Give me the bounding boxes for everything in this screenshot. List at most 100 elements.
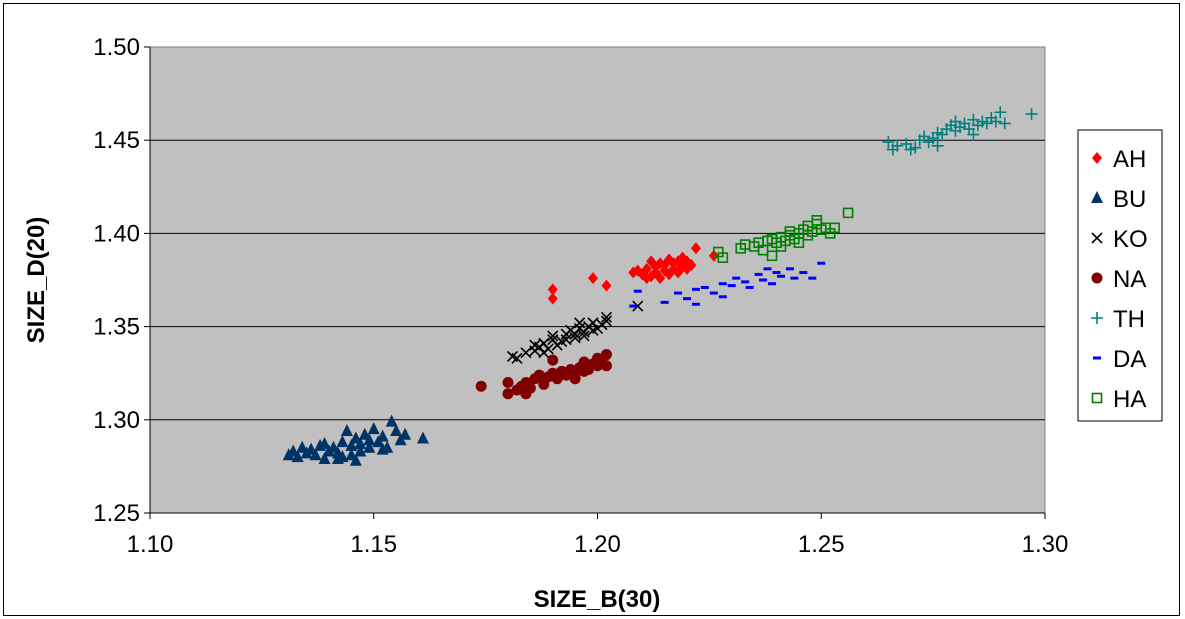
data-point bbox=[882, 136, 895, 149]
data-point bbox=[776, 274, 785, 278]
y-tick-label: 1.50 bbox=[93, 34, 140, 61]
data-point bbox=[632, 300, 644, 312]
legend-marker bbox=[1091, 232, 1103, 244]
data-point bbox=[700, 285, 709, 289]
data-point bbox=[416, 431, 429, 444]
series-da bbox=[629, 261, 826, 308]
data-point bbox=[547, 292, 558, 305]
data-point bbox=[291, 450, 304, 463]
x-tick-label: 1.25 bbox=[798, 531, 845, 558]
data-point bbox=[633, 289, 642, 293]
legend-item-th: TH bbox=[1091, 306, 1145, 333]
data-point bbox=[399, 427, 412, 440]
data-point bbox=[691, 302, 700, 306]
data-point bbox=[732, 276, 741, 280]
data-point bbox=[641, 272, 652, 285]
data-point bbox=[502, 388, 514, 400]
data-point bbox=[931, 139, 944, 152]
data-point bbox=[345, 438, 358, 451]
data-point bbox=[529, 339, 541, 351]
data-point bbox=[655, 272, 666, 285]
data-point bbox=[998, 117, 1011, 130]
data-point bbox=[994, 106, 1007, 119]
data-point bbox=[817, 261, 826, 265]
data-point bbox=[318, 437, 331, 450]
data-point bbox=[354, 444, 367, 457]
data-point bbox=[376, 442, 389, 455]
data-point bbox=[660, 300, 669, 304]
data-point bbox=[683, 297, 691, 301]
series-th bbox=[882, 106, 1038, 156]
x-axis-title: SIZE_B(30) bbox=[534, 586, 661, 613]
legend-item-bu: BU bbox=[1091, 186, 1146, 213]
data-point bbox=[691, 287, 700, 291]
data-point bbox=[772, 271, 781, 275]
series-bu bbox=[282, 414, 429, 466]
y-tick-label: 1.35 bbox=[93, 314, 140, 341]
data-point bbox=[793, 237, 805, 249]
data-point bbox=[502, 377, 514, 389]
data-point bbox=[309, 448, 322, 461]
data-point bbox=[520, 347, 532, 359]
data-point bbox=[569, 373, 581, 385]
series-na bbox=[475, 349, 612, 400]
data-point bbox=[718, 295, 727, 299]
data-point bbox=[768, 282, 777, 286]
legend-label: DA bbox=[1113, 346, 1146, 373]
data-point bbox=[336, 435, 349, 448]
data-point bbox=[354, 437, 367, 450]
y-tick-label: 1.30 bbox=[93, 407, 140, 434]
data-point bbox=[363, 433, 376, 446]
data-point bbox=[547, 330, 559, 342]
data-point bbox=[629, 304, 638, 308]
data-point bbox=[646, 255, 657, 268]
data-point bbox=[520, 388, 532, 400]
data-point bbox=[318, 451, 331, 464]
data-point bbox=[829, 222, 840, 234]
y-tick-label: 1.45 bbox=[93, 127, 140, 154]
data-point bbox=[967, 128, 980, 141]
y-tick-label: 1.25 bbox=[93, 500, 140, 527]
data-point bbox=[547, 354, 559, 366]
data-point bbox=[785, 267, 794, 271]
legend-item-ah: AH bbox=[1092, 146, 1146, 173]
data-points bbox=[282, 106, 1038, 466]
data-point bbox=[367, 422, 380, 435]
data-point bbox=[909, 141, 922, 154]
legend-marker bbox=[1092, 152, 1102, 164]
data-point bbox=[331, 451, 344, 464]
data-point bbox=[674, 291, 683, 295]
data-point bbox=[569, 332, 581, 344]
x-tick-label: 1.10 bbox=[127, 531, 174, 558]
data-point bbox=[390, 423, 403, 436]
legend-marker bbox=[1091, 191, 1103, 203]
legend-marker bbox=[1091, 272, 1103, 284]
data-point bbox=[1025, 108, 1038, 121]
x-tick-label: 1.30 bbox=[1022, 531, 1069, 558]
legend-marker bbox=[1091, 392, 1103, 404]
data-point bbox=[511, 352, 523, 364]
data-point bbox=[754, 272, 763, 276]
x-axis-ticks: 1.10 1.15 1.20 1.25 1.30 bbox=[127, 513, 1069, 558]
data-point bbox=[745, 285, 754, 289]
data-point bbox=[989, 115, 1002, 128]
data-point bbox=[763, 267, 772, 271]
data-point bbox=[799, 271, 808, 275]
plot-area bbox=[149, 46, 1046, 514]
x-tick-label: 1.15 bbox=[350, 531, 397, 558]
legend-label: AH bbox=[1113, 146, 1146, 173]
data-point bbox=[600, 315, 613, 327]
data-point bbox=[690, 242, 701, 255]
y-axis-ticks: 1.25 1.30 1.35 1.40 1.45 1.50 bbox=[93, 34, 150, 527]
data-point bbox=[560, 334, 572, 346]
data-point bbox=[538, 347, 550, 359]
data-point bbox=[533, 369, 545, 381]
legend-label: BU bbox=[1113, 186, 1146, 213]
data-point bbox=[363, 440, 376, 453]
data-point bbox=[600, 349, 612, 361]
legend-label: HA bbox=[1113, 386, 1146, 413]
legend-item-ha: HA bbox=[1091, 386, 1146, 413]
data-point bbox=[727, 284, 736, 288]
legend-box bbox=[1077, 129, 1163, 422]
